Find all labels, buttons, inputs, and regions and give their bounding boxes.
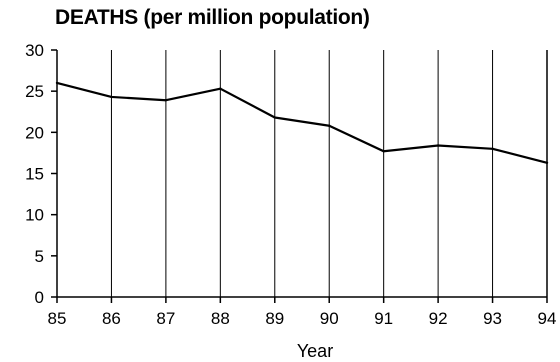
x-tick-label: 91 bbox=[374, 309, 393, 328]
x-tick-label: 85 bbox=[48, 309, 67, 328]
data-point-89 bbox=[273, 116, 276, 119]
y-tick-label: 30 bbox=[25, 41, 44, 60]
x-tick-label: 90 bbox=[320, 309, 339, 328]
x-axis-title: Year bbox=[297, 341, 333, 361]
x-tick-label: 86 bbox=[102, 309, 121, 328]
y-tick-label: 20 bbox=[25, 123, 44, 142]
data-point-85 bbox=[55, 81, 59, 85]
x-tick-label: 88 bbox=[211, 309, 230, 328]
data-point-91 bbox=[382, 150, 385, 153]
x-tick-label: 94 bbox=[538, 309, 557, 328]
y-tick-label: 0 bbox=[35, 288, 44, 307]
axes bbox=[51, 49, 548, 303]
x-tick-label: 89 bbox=[265, 309, 284, 328]
y-tick-label: 10 bbox=[25, 206, 44, 225]
x-tick-labels: 85 86 87 88 89 90 91 92 93 94 bbox=[48, 309, 557, 328]
y-tick-labels: 0 5 10 15 20 25 30 bbox=[25, 41, 44, 307]
series-line bbox=[56, 81, 548, 164]
data-point-93 bbox=[491, 147, 494, 150]
data-point-86 bbox=[110, 95, 113, 99]
series bbox=[55, 81, 549, 164]
y-tick-label: 15 bbox=[25, 165, 44, 184]
data-point-90 bbox=[328, 124, 331, 127]
x-tick-label: 93 bbox=[483, 309, 502, 328]
data-point-92 bbox=[436, 144, 440, 147]
x-tick-label: 87 bbox=[156, 309, 175, 328]
data-point-94 bbox=[545, 161, 549, 164]
data-point-88 bbox=[219, 87, 222, 90]
x-tick-label: 92 bbox=[429, 309, 448, 328]
grid-lines bbox=[110, 50, 494, 297]
y-tick-label: 25 bbox=[25, 82, 44, 101]
chart-title: DEATHS (per million population) bbox=[55, 6, 370, 29]
data-point-87 bbox=[164, 99, 168, 102]
y-tick-label: 5 bbox=[35, 247, 44, 266]
